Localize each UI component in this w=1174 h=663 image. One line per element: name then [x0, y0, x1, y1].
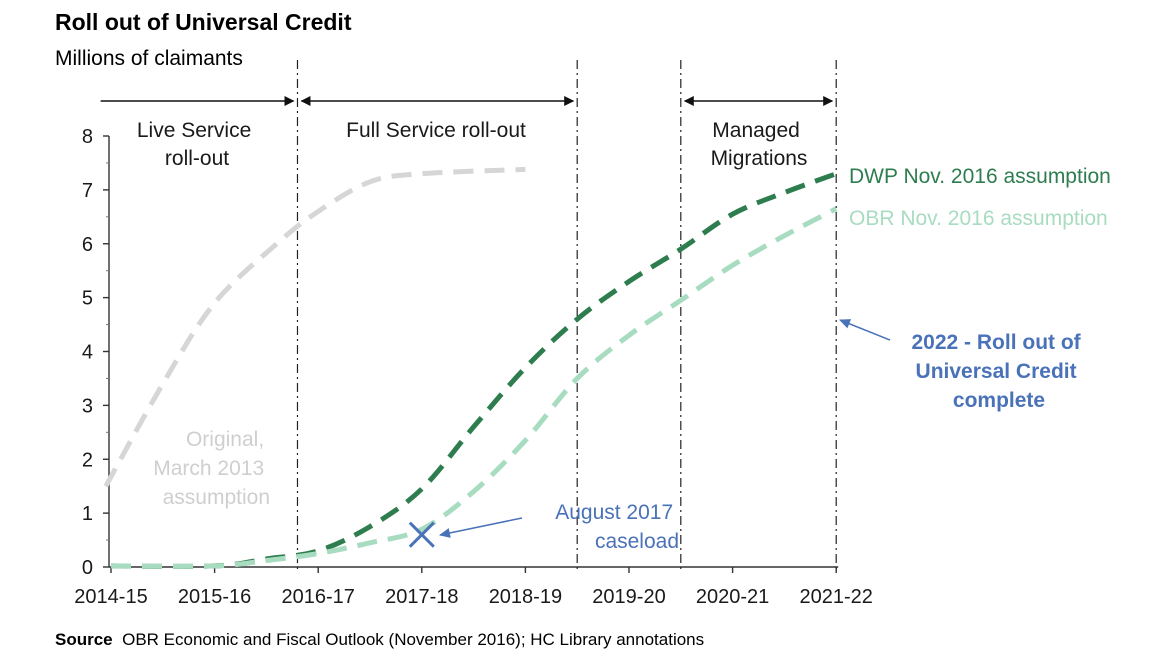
phase-label-line: Managed [712, 119, 800, 142]
annotation-line: August 2017 [555, 501, 673, 524]
x-tick-label: 2017-18 [385, 586, 458, 608]
x-tick-label: 2016-17 [281, 586, 354, 608]
annotation-line: 2022 - Roll out of [911, 331, 1081, 354]
annotation-rollout-complete-arrow [839, 319, 891, 341]
y-tick-label: 2 [82, 449, 93, 471]
x-tick-label: 2020-21 [696, 586, 769, 608]
series-label-original-line: assumption [163, 486, 270, 509]
x-tick-label: 2019-20 [592, 586, 665, 608]
phase-label-line: Full Service roll-out [346, 119, 526, 142]
x-tick-label: 2015-16 [178, 586, 251, 608]
y-tick-label: 6 [82, 234, 93, 256]
y-axis-label: Millions of claimants [55, 47, 243, 70]
phase-label-line: roll-out [165, 147, 229, 170]
y-tick-label: 4 [82, 342, 93, 364]
chart-title: Roll out of Universal Credit [55, 9, 352, 35]
plot-area: 0 1 2 3 4 5 6 7 8 2014-15 2015-16 2016-17 2017-18 201… [74, 60, 873, 608]
source-text: OBR Economic and Fiscal Outlook (Novembe… [122, 630, 704, 649]
series-label-obr: OBR Nov. 2016 assumption [849, 207, 1108, 230]
y-tick-label: 7 [82, 180, 93, 202]
series-line-2 [110, 206, 838, 569]
source-note: Source OBR Economic and Fiscal Outlook (… [55, 630, 704, 649]
series-label-original: Original, March 2013 assumption [153, 428, 270, 509]
y-tick-label: 5 [82, 288, 93, 310]
x-tick-label: 2014-15 [74, 586, 147, 608]
y-tick-label: 0 [82, 557, 93, 579]
caseload-marker-stroke [408, 521, 435, 548]
series-line-0 [103, 166, 526, 488]
phase-label-managed-migrations: Managed Migrations [711, 119, 808, 170]
y-tick-label: 8 [82, 126, 93, 148]
caseload-marker [408, 521, 435, 548]
y-tick-label: 3 [82, 395, 93, 417]
series-label-dwp: DWP Nov. 2016 assumption [849, 165, 1111, 188]
phase-label-line: Live Service [137, 119, 251, 142]
x-tick-label: 2018-19 [489, 586, 562, 608]
annotation-line: complete [953, 389, 1045, 412]
series-label-original-line: Original, [186, 428, 264, 451]
source-label: Source [55, 630, 113, 649]
annotation-rollout-complete: 2022 - Roll out of Universal Credit comp… [911, 331, 1086, 412]
phase-label-line: Migrations [711, 147, 808, 170]
x-tick-label: 2021-22 [799, 586, 872, 608]
series-label-original-line: March 2013 [153, 457, 264, 480]
annotation-august-2017-arrow [439, 517, 523, 538]
phase-label-full-service: Full Service roll-out [346, 119, 526, 142]
annotation-line: caseload [595, 530, 679, 553]
annotation-line: Universal Credit [916, 360, 1077, 383]
phase-label-live-service: Live Service roll-out [137, 119, 257, 170]
y-tick-label: 1 [82, 503, 93, 525]
annotation-august-2017: August 2017 caseload [555, 501, 679, 553]
